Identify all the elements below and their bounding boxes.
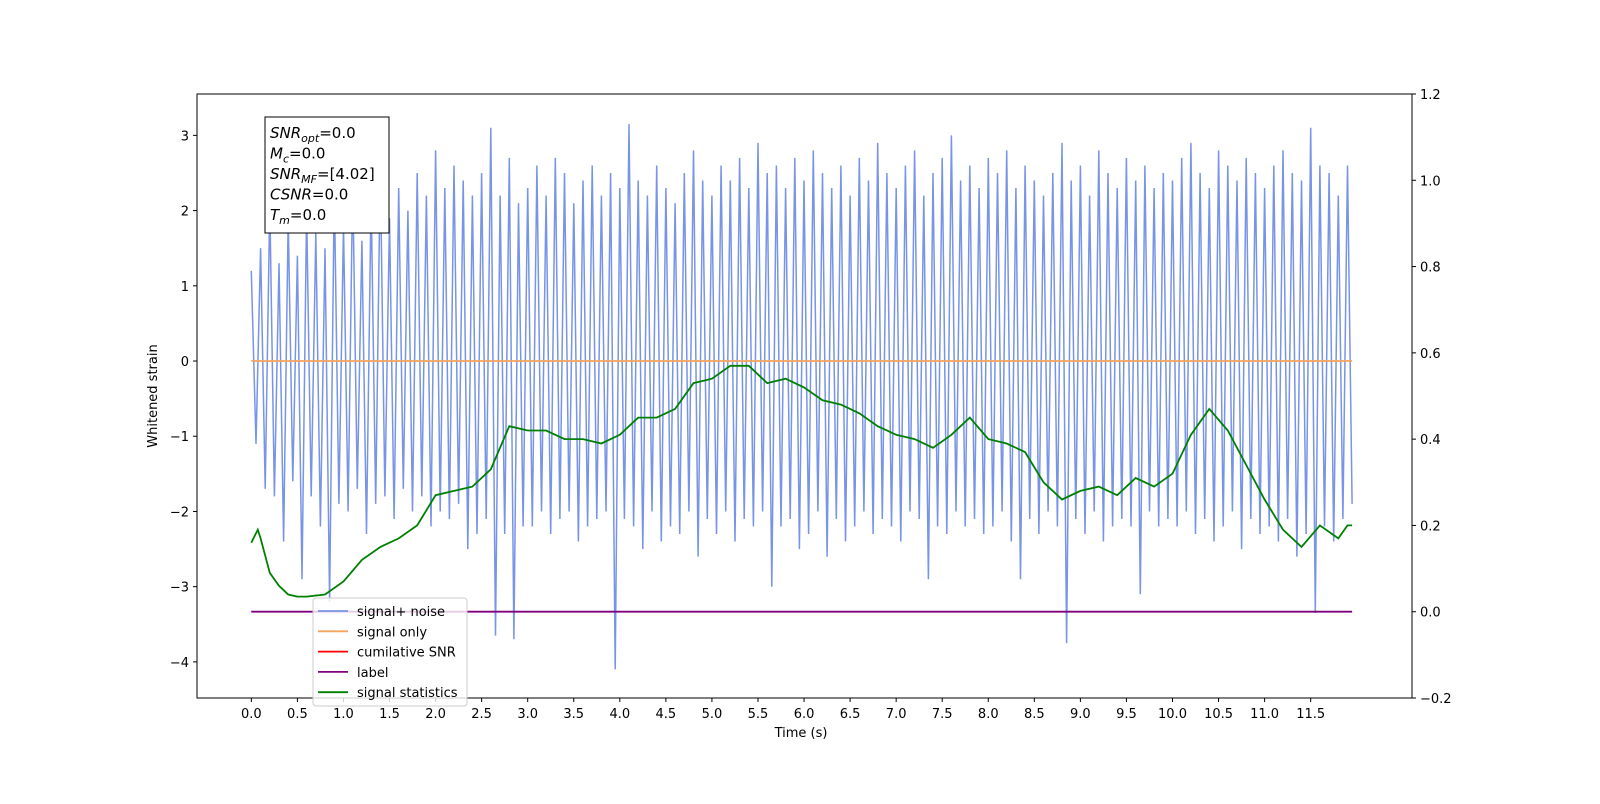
y-tick-label: 2 — [181, 205, 189, 220]
x-tick-label: 8.5 — [1024, 707, 1045, 722]
y-axis-label: Whitened strain — [146, 344, 161, 447]
annotation-sub: m — [279, 214, 290, 227]
y2-tick-label: 1.2 — [1420, 88, 1441, 103]
annotation: SNRMF=[4.02] — [270, 165, 375, 186]
x-tick-label: 9.5 — [1116, 707, 1137, 722]
annotation: CSNR=0.0 — [270, 186, 348, 204]
x-tick-label: 10.5 — [1204, 707, 1233, 722]
x-axis-label: Time (s) — [774, 726, 828, 741]
series-line — [250, 364, 1353, 598]
annotation-rest: =0.0 — [319, 124, 355, 142]
x-tick-label: 1.5 — [379, 707, 400, 722]
y2-tick-label: 0.2 — [1420, 519, 1441, 534]
y2-tick-label: 1.0 — [1420, 174, 1441, 189]
x-tick-label: 3.0 — [517, 707, 538, 722]
y-tick-label: −1 — [170, 430, 189, 445]
annotation: Mc=0.0 — [270, 145, 325, 166]
annotation-sub: c — [283, 153, 289, 166]
y-tick-label: −2 — [170, 505, 189, 520]
x-tick-label: 4.0 — [609, 707, 630, 722]
annotation-sub: MF — [301, 173, 317, 186]
annotation-main: SNR — [270, 124, 301, 142]
x-tick-label: 5.5 — [748, 707, 769, 722]
x-tick-label: 8.0 — [978, 707, 999, 722]
annotation-rest: =0.0 — [290, 206, 326, 224]
annotation-main: M — [270, 145, 283, 163]
annotation: Tm=0.0 — [270, 206, 326, 227]
legend-label: cumilative SNR — [357, 646, 456, 661]
x-tick-label: 11.0 — [1250, 707, 1279, 722]
annotation-sub: opt — [301, 132, 320, 145]
annotation-main: SNR — [270, 165, 301, 183]
y-tick-label: 1 — [181, 280, 189, 295]
x-tick-label: 2.0 — [425, 707, 446, 722]
y-tick-label: 3 — [181, 129, 189, 144]
x-tick-label: 0.5 — [287, 707, 308, 722]
y-tick-label: −4 — [170, 656, 189, 671]
x-tick-label: 6.0 — [794, 707, 815, 722]
legend-label: signal only — [357, 625, 427, 640]
y2-tick-label: 0.0 — [1420, 606, 1441, 621]
x-tick-label: 1.0 — [333, 707, 354, 722]
y2-tick-label: 0.4 — [1420, 433, 1441, 448]
x-tick-label: 5.0 — [702, 707, 723, 722]
legend-label: label — [357, 666, 388, 681]
x-tick-label: 7.5 — [932, 707, 953, 722]
legend-box — [312, 597, 468, 707]
annotation-box — [264, 116, 390, 234]
x-tick-label: 9.0 — [1070, 707, 1091, 722]
annotation-rest: =[4.02] — [317, 165, 375, 183]
x-tick-label: 3.5 — [563, 707, 584, 722]
annotation-rest: =0.0 — [312, 186, 348, 204]
x-tick-label: 10.0 — [1158, 707, 1187, 722]
y-tick-label: 0 — [181, 355, 189, 370]
annotation: SNRopt=0.0 — [270, 124, 356, 145]
y2-tick-label: −0.2 — [1420, 692, 1452, 707]
x-tick-label: 6.5 — [840, 707, 861, 722]
legend-label: signal statistics — [357, 686, 458, 701]
series-line — [250, 124, 1353, 670]
annotation-rest: =0.0 — [289, 145, 325, 163]
x-tick-label: 4.5 — [656, 707, 677, 722]
x-tick-label: 0.0 — [241, 707, 262, 722]
y-tick-label: −3 — [170, 581, 189, 596]
x-tick-label: 7.0 — [886, 707, 907, 722]
legend-label: signal+ noise — [357, 605, 445, 620]
x-tick-label: 11.5 — [1296, 707, 1325, 722]
annotation-main: CSNR — [270, 186, 312, 204]
y2-tick-label: 0.6 — [1420, 347, 1441, 362]
x-tick-label: 2.5 — [471, 707, 492, 722]
annotation-main: T — [270, 206, 281, 224]
y2-tick-label: 0.8 — [1420, 261, 1441, 276]
